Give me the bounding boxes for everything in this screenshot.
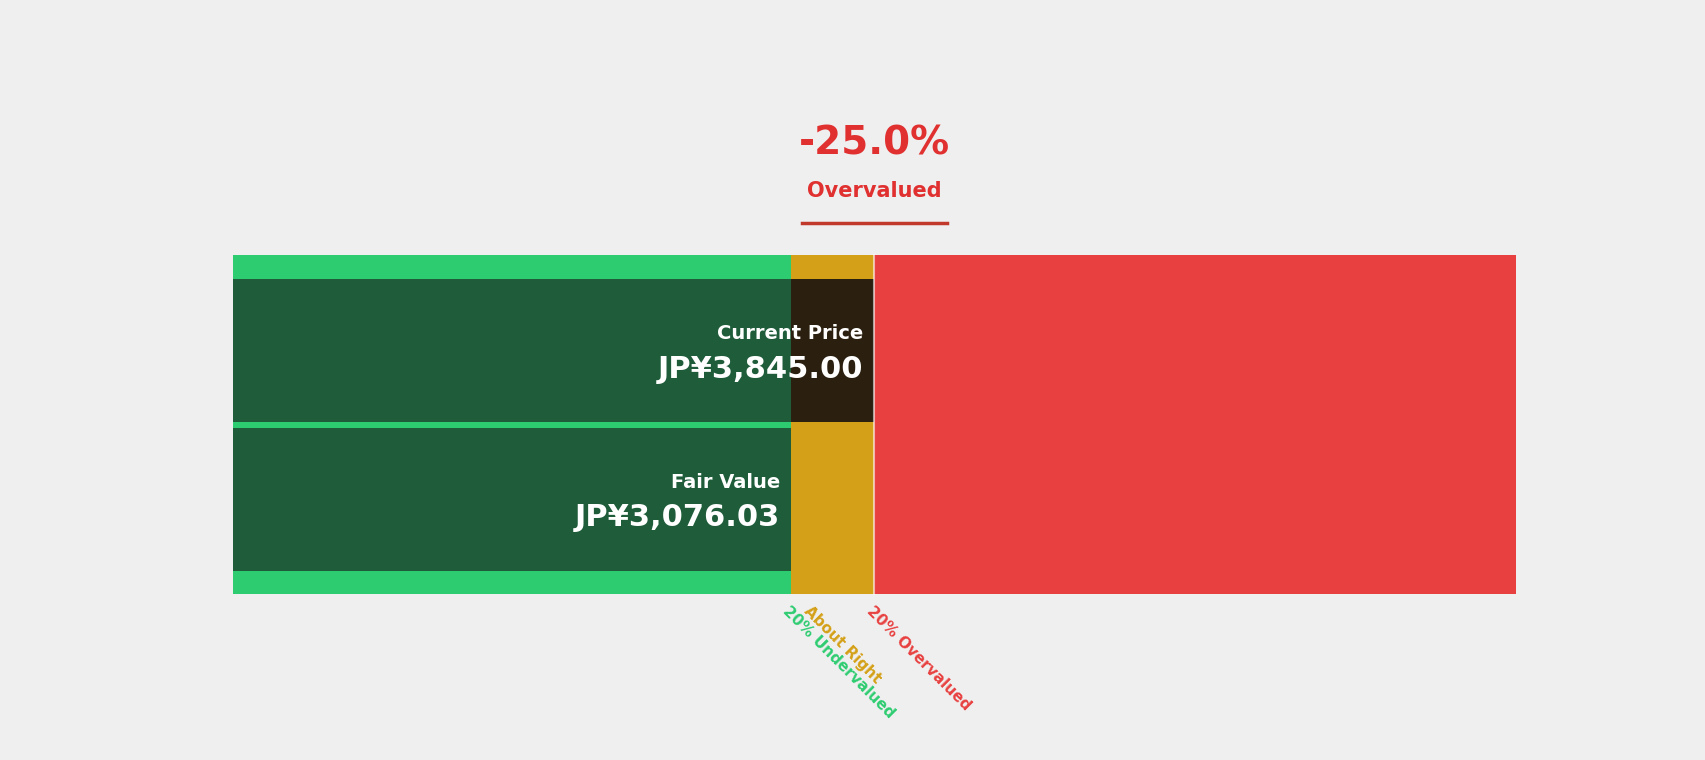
- Bar: [875, 255, 1514, 594]
- Text: Overvalued: Overvalued: [806, 181, 941, 201]
- Text: 20% Undervalued: 20% Undervalued: [779, 603, 897, 720]
- Bar: [234, 279, 873, 422]
- Text: Current Price: Current Price: [718, 325, 863, 344]
- Text: 20% Overvalued: 20% Overvalued: [863, 603, 974, 713]
- Text: Fair Value: Fair Value: [670, 473, 779, 492]
- Bar: [234, 428, 791, 571]
- Text: JP¥3,076.03: JP¥3,076.03: [575, 503, 779, 533]
- Bar: [791, 255, 875, 594]
- Text: -25.0%: -25.0%: [798, 125, 950, 163]
- Text: About Right: About Right: [801, 603, 883, 686]
- Bar: [234, 255, 791, 594]
- Text: JP¥3,845.00: JP¥3,845.00: [658, 355, 863, 384]
- Bar: [791, 279, 875, 422]
